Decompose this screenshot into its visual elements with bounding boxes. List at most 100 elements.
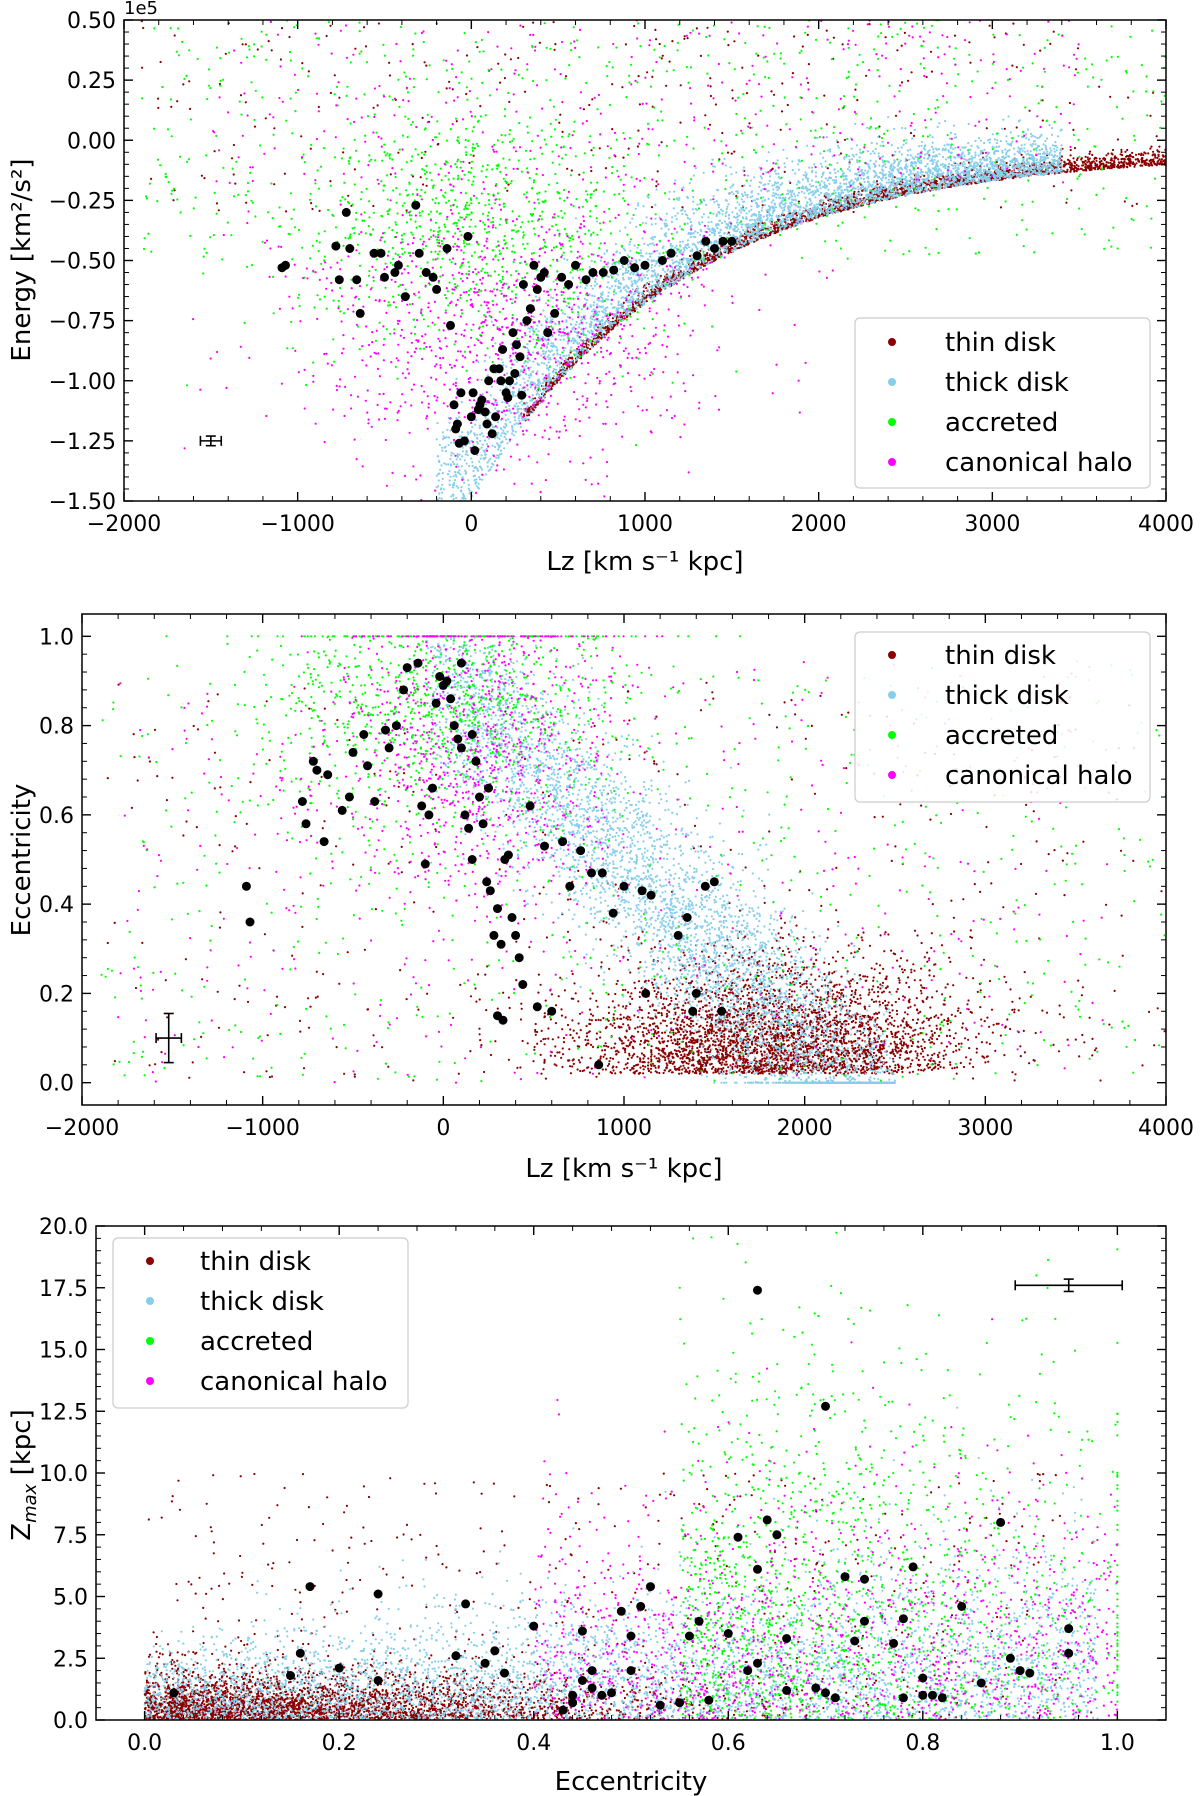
- scatter-point: [630, 259, 633, 263]
- scatter-point: [757, 228, 760, 231]
- scatter-point: [550, 296, 553, 299]
- scatter-point: [806, 189, 809, 192]
- scatter-point: [568, 356, 571, 359]
- scatter-point: [858, 205, 861, 208]
- scatter-point: [981, 175, 984, 178]
- scatter-point: [1000, 127, 1004, 130]
- scatter-point: [542, 389, 546, 392]
- scatter-point: [479, 105, 482, 108]
- scatter-point: [503, 77, 506, 80]
- scatter-point: [1098, 160, 1101, 163]
- scatter-point: [866, 202, 869, 205]
- scatter-point: [845, 194, 848, 197]
- scatter-point: [501, 361, 504, 364]
- scatter-point: [614, 292, 618, 295]
- scatter-point: [938, 122, 941, 125]
- scatter-point: [935, 163, 938, 166]
- scatter-point: [421, 116, 424, 119]
- scatter-point: [920, 140, 924, 143]
- scatter-point: [489, 457, 492, 460]
- scatter-point: [1155, 135, 1158, 138]
- scatter-point: [425, 64, 428, 67]
- scatter-point: [338, 96, 341, 99]
- scatter-point: [439, 468, 442, 471]
- scatter-point: [897, 190, 900, 193]
- scatter-point: [1131, 204, 1134, 207]
- scatter-point: [1112, 164, 1115, 168]
- scatter-point: [1027, 161, 1030, 164]
- scatter-point: [586, 349, 589, 352]
- scatter-point: [1158, 150, 1161, 153]
- scatter-point: [828, 200, 832, 203]
- scatter-point: [650, 223, 654, 226]
- scatter-point: [507, 183, 510, 186]
- scatter-point: [200, 174, 203, 177]
- scatter-point: [1107, 152, 1110, 155]
- scatter-point: [1036, 136, 1039, 140]
- scatter-point: [918, 183, 921, 186]
- scatter-point: [686, 244, 689, 247]
- scatter-point: [1055, 172, 1058, 175]
- scatter-point: [660, 57, 663, 60]
- scatter-point: [1038, 149, 1041, 152]
- scatter-point: [834, 194, 838, 197]
- scatter-point: [554, 43, 557, 46]
- scatter-point: [855, 144, 859, 147]
- scatter-point: [926, 163, 929, 166]
- scatter-point: [627, 269, 630, 273]
- scatter-point: [899, 187, 902, 190]
- scatter-point: [1068, 101, 1071, 105]
- scatter-point: [1077, 168, 1080, 171]
- scatter-point: [601, 332, 604, 335]
- scatter-point: [748, 122, 751, 125]
- scatter-point: [1056, 146, 1059, 149]
- scatter-point: [468, 161, 471, 164]
- scatter-point: [936, 185, 939, 188]
- scatter-point: [448, 470, 451, 473]
- scatter-point: [853, 190, 856, 193]
- scatter-point: [591, 276, 594, 279]
- scatter-point: [1055, 149, 1058, 152]
- scatter-point: [1145, 158, 1148, 161]
- scatter-point: [1105, 154, 1108, 157]
- scatter-point: [1152, 153, 1155, 156]
- scatter-point: [721, 213, 724, 216]
- scatter-point: [836, 188, 839, 191]
- scatter-point: [497, 456, 500, 460]
- scatter-point: [1137, 159, 1140, 162]
- scatter-point: [888, 194, 891, 198]
- scatter-point: [1021, 157, 1025, 160]
- scatter-point: [496, 401, 499, 404]
- scatter-point: [1003, 169, 1007, 172]
- scatter-point: [479, 478, 482, 481]
- scatter-point: [527, 349, 530, 352]
- scatter-point: [1116, 138, 1119, 141]
- scatter-point: [691, 208, 694, 211]
- scatter-point: [436, 455, 439, 458]
- scatter-point: [752, 228, 755, 231]
- scatter-point: [449, 475, 452, 478]
- scatter-point: [1049, 42, 1052, 46]
- scatter-point: [894, 150, 897, 153]
- scatter-point: [497, 431, 500, 434]
- scatter-point: [1025, 174, 1028, 177]
- scatter-point: [675, 218, 678, 221]
- scatter-point: [603, 328, 606, 331]
- scatter-point: [629, 249, 632, 252]
- scatter-point: [526, 361, 529, 364]
- scatter-point: [709, 230, 712, 233]
- scatter-point: [279, 58, 282, 61]
- scatter-point: [1120, 160, 1123, 164]
- scatter-point: [445, 87, 448, 90]
- scatter-point: [539, 382, 542, 385]
- scatter-point: [1002, 174, 1005, 177]
- scatter-point: [364, 45, 368, 48]
- scatter-point: [1140, 158, 1143, 162]
- scatter-point: [829, 148, 832, 151]
- scatter-point: [1111, 148, 1115, 152]
- scatter-point: [806, 33, 809, 37]
- scatter-point: [618, 251, 622, 255]
- scatter-point: [1089, 165, 1092, 168]
- scatter-point: [605, 298, 608, 301]
- scatter-point: [686, 239, 690, 242]
